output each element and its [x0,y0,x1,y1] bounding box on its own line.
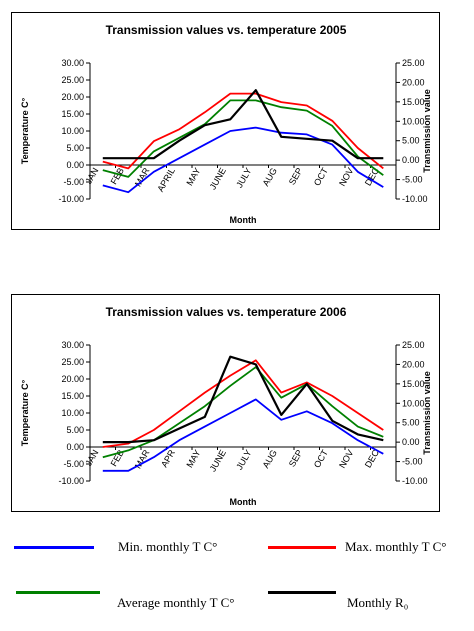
chart-title: Transmission values vs. temperature 2006 [106,305,347,319]
chart-2005-svg: Transmission values vs. temperature 2005… [20,23,432,225]
y-tick-label-right: -10.00 [402,194,428,204]
legend-label-r0: Monthly R₀ [347,595,409,610]
legend-label-average: Average monthly T C° [117,595,235,610]
x-tick-label: MAY [184,166,202,187]
y-tick-label-left: -5.00 [63,177,84,187]
x-axis-label: Month [230,215,257,225]
y-tick-label-left: 10.00 [61,126,84,136]
series-line-min-monthly-t-c [102,126,384,194]
y-axis-label-right: Transmission value [422,89,432,173]
y-tick-label-left: 25.00 [61,357,84,367]
y-tick-label-right: -5.00 [402,175,423,185]
series-line-min-monthly-t-c [102,398,384,472]
series-line-max-monthly-t-c [102,359,384,448]
y-tick-label-right: 5.00 [402,418,420,428]
x-tick-label: SEP [287,166,305,187]
y-tick-label-right: 10.00 [402,116,425,126]
x-axis-label: Month [230,497,257,507]
y-tick-label-right: 15.00 [402,97,425,107]
y-tick-label-left: 15.00 [61,391,84,401]
y-tick-label-right: -10.00 [402,476,428,486]
x-tick-label: OCT [312,166,330,188]
y-tick-label-left: 15.00 [61,109,84,119]
x-tick-label: NOV [337,448,355,470]
x-tick-label: OCT [312,448,330,470]
y-tick-label-right: -5.00 [402,457,423,467]
y-tick-label-left: 0.00 [66,160,84,170]
x-tick-label: SEP [287,448,305,469]
y-tick-label-right: 15.00 [402,379,425,389]
y-tick-label-right: 5.00 [402,136,420,146]
x-tick-label: JUNE [208,166,228,191]
legend-swatch-max [268,546,336,549]
chart-2006-svg: Transmission values vs. temperature 2006… [20,305,432,507]
series-line-monthly-r [102,89,384,160]
legend-swatch-average [16,591,100,594]
x-tick-label: JUNE [208,448,228,473]
y-tick-label-right: 20.00 [402,359,425,369]
y-tick-label-right: 25.00 [402,340,425,350]
x-tick-label: JULY [234,166,253,189]
chart-2006: Transmission values vs. temperature 2006… [11,294,440,512]
y-tick-label-left: -10.00 [58,476,84,486]
chart-title: Transmission values vs. temperature 2005 [106,23,347,37]
y-tick-label-left: 5.00 [66,425,84,435]
y-tick-label-left: 20.00 [61,374,84,384]
y-tick-label-right: 10.00 [402,398,425,408]
x-tick-label: MAY [184,448,202,469]
y-tick-label-right: 0.00 [402,437,420,447]
y-axis-label-left: Temperature C° [20,379,30,446]
y-tick-label-right: 0.00 [402,155,420,165]
y-tick-label-left: -5.00 [63,459,84,469]
y-axis-label-left: Temperature C° [20,97,30,164]
y-tick-label-left: 0.00 [66,442,84,452]
legend-swatch-r0 [268,591,336,594]
y-tick-label-left: 25.00 [61,75,84,85]
y-tick-label-left: 30.00 [61,340,84,350]
series-line-average-monthly-t-c [102,366,384,459]
x-tick-label: AUG [261,166,279,188]
x-tick-label: JULY [234,448,253,471]
legend-label-max: Max. monthly T C° [345,539,447,554]
y-axis-label-right: Transmission value [422,371,432,455]
y-tick-label-left: 10.00 [61,408,84,418]
x-tick-label: JAN [83,448,100,468]
y-tick-label-left: -10.00 [58,194,84,204]
x-tick-label: JAN [83,166,100,186]
series-line-max-monthly-t-c [102,92,384,170]
y-tick-label-left: 30.00 [61,58,84,68]
y-tick-label-right: 20.00 [402,77,425,87]
y-tick-label-left: 5.00 [66,143,84,153]
series-line-average-monthly-t-c [102,99,384,178]
y-tick-label-right: 25.00 [402,58,425,68]
legend-swatch-min [14,546,94,549]
y-tick-label-left: 20.00 [61,92,84,102]
x-tick-label: NOV [337,166,355,188]
series-line-monthly-r [102,355,384,444]
chart-2005: Transmission values vs. temperature 2005… [11,12,440,230]
legend: Min. monthly T C° Max. monthly T C° Aver… [0,520,474,631]
x-tick-label: AUG [261,448,279,470]
legend-label-min: Min. monthly T C° [118,539,218,554]
